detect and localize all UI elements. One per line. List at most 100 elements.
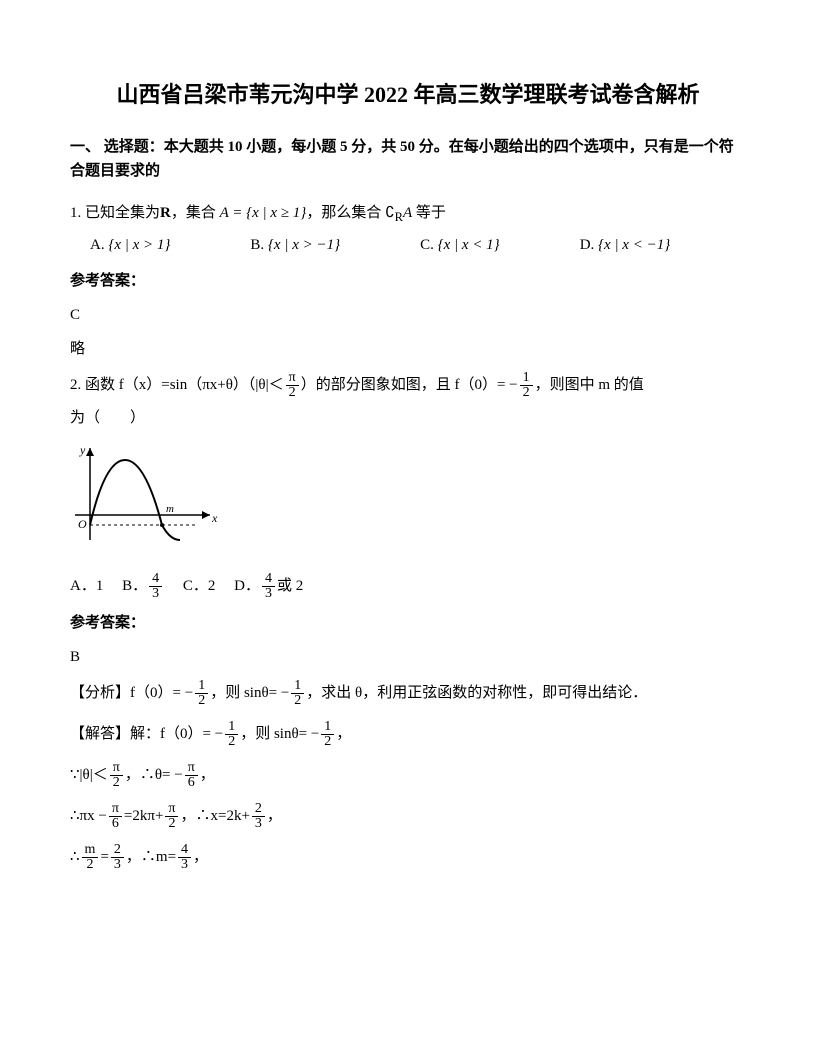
q1-set: A = {x | x ≥ 1} [220,205,307,221]
analysis-p3: ，求出 θ，利用正弦函数的对称性，即可得出结论． [306,685,647,701]
q2-p3: ，则图中 m 的值 [535,377,644,393]
q2-solve-4: ∴m2=23，∴m=43， [70,843,746,872]
frac-num: π [109,802,122,817]
step5-p1: ∴ [70,849,80,865]
frac-pi-2-b: π2 [110,761,123,790]
q1-opt-c-val: {x | x < 1} [438,237,500,253]
q2-options: A．1 B．43 C．2 D．43或 2 [70,572,746,601]
frac-pi-6-b: π6 [109,802,122,831]
page-title: 山西省吕梁市苇元沟中学 2022 年高三数学理联考试卷含解析 [70,80,746,111]
q1-stem: 1. 已知全集为R，集合 A = {x | x ≥ 1}，那么集合 ∁RA 等于 [70,201,746,227]
frac-num: 1 [291,679,304,694]
frac-2-3: 23 [252,802,265,831]
q1-opt-a: A. {x | x > 1} [90,233,170,257]
step4-p2: =2kπ+ [124,808,164,824]
q2-opt-b-label: B． [122,578,147,594]
x-arrow [202,511,210,519]
q2-solve-2: ∵|θ|＜π2，∴θ= −π6， [70,761,746,790]
m-label: m [166,503,174,515]
q1-text3: ，那么集合 [306,205,381,221]
frac-num: π [165,802,178,817]
q1-text2: ，集合 [171,205,216,221]
q1-options: A. {x | x > 1} B. {x | x > −1} C. {x | x… [90,233,746,257]
q1-opt-d: D. {x | x < −1} [580,233,671,257]
q1-opt-b-val: {x | x > −1} [268,237,340,253]
q1-opt-c: C. {x | x < 1} [420,233,500,257]
q1-text: 1. 已知全集为 [70,205,160,221]
frac-m-2: m2 [82,843,99,872]
step4-p4: ， [267,808,282,824]
frac-half-4: 12 [225,720,238,749]
solve-label: 【解答】 [70,726,130,742]
complement-sub: R [395,210,403,224]
m-point [160,523,164,527]
frac-den: 2 [225,735,238,749]
frac-num: m [82,843,99,858]
frac-pi-2: π2 [286,371,299,400]
step3-p1: ∵|θ|＜ [70,767,108,783]
frac-num: 1 [321,720,334,735]
q2-opt-d: D．43或 2 [234,578,303,594]
frac-den: 2 [520,386,533,400]
q2-stem-2: 为（ ） [70,406,746,430]
frac-den: 2 [321,735,334,749]
frac-den: 3 [111,858,124,872]
analysis-p2: ，则 sinθ= − [210,685,289,701]
q1-opt-d-val: {x | x < −1} [598,237,670,253]
q2-graph: O x y m [70,440,746,558]
frac-num: 4 [262,572,275,587]
frac-den: 2 [82,858,99,872]
frac-half-3: 12 [291,679,304,708]
analysis-label: 【分析】 [70,685,130,701]
frac-num: 2 [252,802,265,817]
solve-p1: 解：f（0）= − [130,726,223,742]
q1-opt-a-val: {x | x > 1} [108,237,170,253]
frac-den: 2 [110,776,123,790]
q2-opt-d-tail: 或 2 [277,578,303,594]
q1-answer: C [70,303,746,327]
q2-answer: B [70,645,746,669]
step4-p1: ∴πx − [70,808,107,824]
step5-p2: ，∴m= [126,849,176,865]
complement-c: ∁ [385,205,395,221]
frac-num: π [110,761,123,776]
frac-num: 1 [225,720,238,735]
q2-analysis: 【分析】f（0）= −12，则 sinθ= −12，求出 θ，利用正弦函数的对称… [70,679,746,708]
y-arrow [86,448,94,456]
frac-num: 1 [520,371,533,386]
q2-opt-b: B．43 [122,578,164,594]
sine-graph-svg: O x y m [70,440,220,550]
q2-solve-1: 【解答】解：f（0）= −12，则 sinθ= −12， [70,720,746,749]
step3-p2: ，∴θ= − [125,767,183,783]
step4-p3: ，∴x=2k+ [180,808,249,824]
frac-2-3-b: 23 [111,843,124,872]
y-label: y [79,443,86,457]
q1-brief: 略 [70,337,746,361]
solve-p3: ， [336,726,351,742]
q2-p2: ）的部分图象如图，且 f（0）= − [301,377,518,393]
complement-of: A [403,205,412,221]
frac-pi-2-c: π2 [165,802,178,831]
complement-symbol: ∁RA [385,205,412,221]
q2-opt-c: C．2 [183,578,216,594]
frac-den: 3 [178,858,191,872]
q2-p1: 2. 函数 f（x）=sin（πx+θ）（|θ|＜ [70,377,284,393]
q2-stem: 2. 函数 f（x）=sin（πx+θ）（|θ|＜π2）的部分图象如图，且 f（… [70,371,746,400]
frac-den: 3 [149,587,162,601]
q2-opt-a: A．1 [70,578,103,594]
q1-opt-b: B. {x | x > −1} [250,233,340,257]
frac-num: 2 [111,843,124,858]
frac-den: 6 [109,817,122,831]
q2-answer-label: 参考答案： [70,611,746,635]
frac-num: 1 [195,679,208,694]
frac-num: π [286,371,299,386]
frac-den: 3 [252,817,265,831]
solve-p2: ，则 sinθ= − [240,726,319,742]
q1-answer-label: 参考答案： [70,269,746,293]
frac-den: 2 [291,694,304,708]
question-1: 1. 已知全集为R，集合 A = {x | x ≥ 1}，那么集合 ∁RA 等于… [70,201,746,361]
analysis-p1: f（0）= − [130,685,193,701]
frac-4-3-b: 43 [149,572,162,601]
step5-eq: = [100,849,108,865]
q2-opt-d-label: D． [234,578,260,594]
